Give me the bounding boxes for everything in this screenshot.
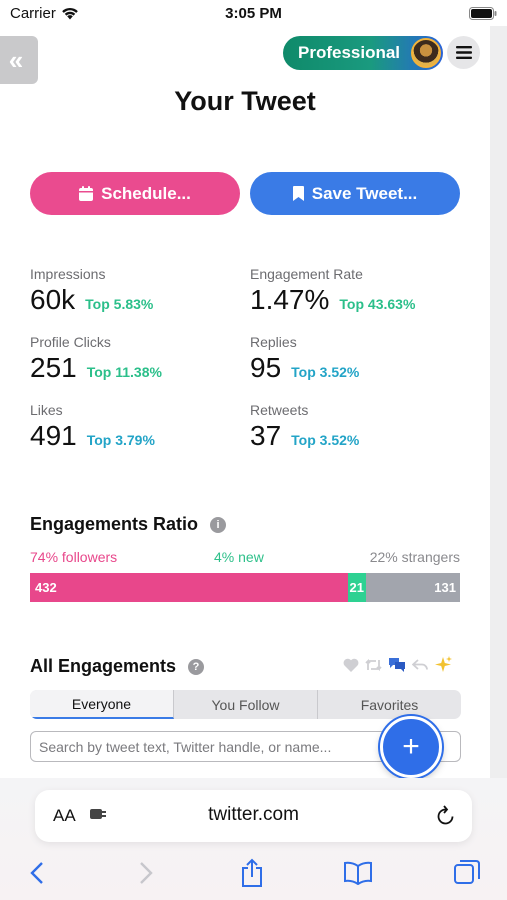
- help-icon[interactable]: ?: [188, 658, 205, 675]
- ratio-legend: 74% followers 4% new 22% strangers: [30, 549, 460, 567]
- stat-label: Likes: [30, 402, 63, 418]
- stat-replies: Replies 95 Top 3.52%: [250, 334, 470, 384]
- stat-rank: Top 43.63%: [339, 296, 416, 312]
- followers-percent-label: 74% followers: [30, 549, 118, 565]
- schedule-label: Schedule...: [101, 183, 191, 203]
- text-size-button[interactable]: AA: [53, 806, 76, 826]
- url-text: twitter.com: [208, 804, 299, 825]
- engagements-ratio-heading: Engagements Ratio i: [30, 514, 227, 535]
- address-bar[interactable]: AA twitter.com: [35, 790, 472, 842]
- save-tweet-button[interactable]: Save Tweet...: [250, 172, 460, 215]
- stat-engagement-rate: Engagement Rate 1.47% Top 43.63%: [250, 266, 470, 316]
- section-title: Engagements Ratio: [30, 514, 199, 534]
- stat-label: Profile Clicks: [30, 334, 111, 350]
- wifi-icon: [62, 7, 78, 20]
- stat-rank: Top 3.52%: [291, 432, 360, 448]
- audience-tabs: Everyone You Follow Favorites: [30, 690, 461, 719]
- add-floating-button[interactable]: +: [380, 716, 442, 778]
- forward-icon[interactable]: [131, 858, 161, 888]
- stat-value: 37: [250, 420, 282, 451]
- new-count: 21: [349, 580, 364, 595]
- quote-icon[interactable]: [412, 658, 428, 671]
- followers-count: 432: [35, 580, 57, 595]
- stat-rank: Top 11.38%: [86, 364, 162, 380]
- save-tweet-label: Save Tweet...: [311, 183, 418, 203]
- strangers-count: 131: [434, 580, 456, 595]
- all-engagements-heading: All Engagements ?: [30, 656, 205, 677]
- stat-rank: Top 3.52%: [291, 364, 360, 380]
- new-segment: 21: [348, 573, 366, 602]
- engagements-ratio-bar: 432 21 131: [30, 573, 460, 602]
- page-edge: [490, 26, 507, 778]
- stat-label: Replies: [250, 334, 297, 350]
- calendar-icon: [79, 186, 94, 201]
- text-size-label: AA: [53, 806, 76, 825]
- avatar: [411, 38, 441, 68]
- stat-label: Impressions: [30, 266, 106, 282]
- strangers-segment: 131: [366, 573, 460, 602]
- professional-badge-button[interactable]: Professional: [283, 36, 443, 70]
- menu-button[interactable]: [447, 36, 480, 69]
- share-icon[interactable]: [237, 858, 267, 888]
- tabs-icon[interactable]: [452, 858, 482, 888]
- retweet-icon[interactable]: [365, 658, 382, 672]
- clock: 3:05 PM: [225, 5, 282, 22]
- bookmarks-icon[interactable]: [343, 858, 373, 888]
- page-title: Your Tweet: [174, 86, 316, 116]
- stat-impressions: Impressions 60k Top 5.83%: [30, 266, 250, 316]
- stat-label: Retweets: [250, 402, 309, 418]
- new-percent-label: 4% new: [214, 549, 264, 565]
- stat-likes: Likes 491 Top 3.79%: [30, 402, 250, 452]
- hamburger-icon: [455, 46, 472, 59]
- professional-label: Professional: [298, 43, 401, 62]
- strangers-percent-label: 22% strangers: [369, 549, 460, 565]
- section-title: All Engagements: [30, 656, 177, 676]
- reply-bubbles-icon[interactable]: [388, 657, 406, 672]
- sparkles-icon[interactable]: [434, 656, 452, 673]
- stat-value: 251: [30, 352, 77, 383]
- schedule-button[interactable]: Schedule...: [30, 172, 240, 215]
- collapse-sidebar-button[interactable]: «: [0, 36, 38, 84]
- back-icon[interactable]: [22, 858, 52, 888]
- extension-icon[interactable]: [88, 807, 108, 826]
- stat-profile-clicks: Profile Clicks 251 Top 11.38%: [30, 334, 250, 384]
- tab-everyone[interactable]: Everyone: [30, 690, 174, 719]
- stat-retweets: Retweets 37 Top 3.52%: [250, 402, 470, 452]
- stat-rank: Top 3.79%: [86, 432, 155, 448]
- tweet-page: « Professional Your Tweet Schedule... Sa…: [0, 26, 490, 778]
- info-icon[interactable]: i: [210, 516, 227, 533]
- battery-icon: [469, 7, 497, 24]
- stat-value: 60k: [30, 284, 76, 315]
- tab-favorites[interactable]: Favorites: [360, 696, 419, 713]
- stat-value: 95: [250, 352, 282, 383]
- engagement-filter-icons: [343, 656, 452, 673]
- bookmark-icon: [292, 186, 304, 201]
- followers-segment: 432: [30, 573, 348, 602]
- heart-icon[interactable]: [343, 658, 359, 672]
- reload-icon[interactable]: [436, 804, 456, 831]
- stat-value: 1.47%: [250, 284, 330, 315]
- carrier-label: Carrier: [10, 5, 56, 22]
- stat-value: 491: [30, 420, 77, 451]
- carrier-indicator: Carrier: [10, 5, 79, 22]
- tab-you-follow[interactable]: You Follow: [174, 690, 318, 719]
- status-bar: Carrier 3:05 PM: [0, 0, 507, 28]
- stat-rank: Top 5.83%: [85, 296, 154, 312]
- stat-label: Engagement Rate: [250, 266, 363, 282]
